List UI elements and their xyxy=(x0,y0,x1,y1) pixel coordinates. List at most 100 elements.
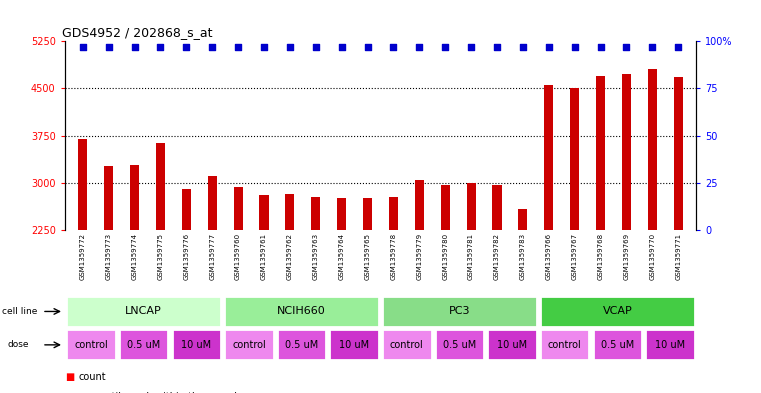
Point xyxy=(154,44,167,50)
Text: LNCAP: LNCAP xyxy=(126,307,162,316)
Text: ■: ■ xyxy=(65,372,74,382)
Text: control: control xyxy=(548,340,581,350)
Bar xyxy=(596,77,605,230)
Bar xyxy=(466,183,476,230)
Point xyxy=(387,44,400,50)
Bar xyxy=(593,329,642,360)
Text: GSM1359761: GSM1359761 xyxy=(261,233,267,280)
Text: GSM1359764: GSM1359764 xyxy=(339,233,345,280)
Point xyxy=(672,44,684,50)
Bar xyxy=(78,139,88,230)
Point xyxy=(77,44,89,50)
Text: 10 uM: 10 uM xyxy=(181,340,212,350)
Point xyxy=(232,44,244,50)
Bar xyxy=(104,166,113,230)
Bar xyxy=(363,198,372,230)
Point xyxy=(439,44,451,50)
Point xyxy=(284,44,296,50)
Text: GSM1359762: GSM1359762 xyxy=(287,233,293,280)
Text: GSM1359769: GSM1359769 xyxy=(623,233,629,280)
Text: dose: dose xyxy=(8,340,29,349)
Bar xyxy=(492,185,501,230)
Text: 10 uM: 10 uM xyxy=(497,340,527,350)
Point xyxy=(361,44,374,50)
Bar xyxy=(171,329,221,360)
Text: percentile rank within the sample: percentile rank within the sample xyxy=(78,392,244,393)
Point xyxy=(258,44,270,50)
Text: GSM1359765: GSM1359765 xyxy=(365,233,371,280)
Bar xyxy=(66,329,116,360)
Point xyxy=(103,44,115,50)
Text: GSM1359778: GSM1359778 xyxy=(390,233,396,280)
Text: count: count xyxy=(78,372,106,382)
Text: GSM1359783: GSM1359783 xyxy=(520,233,526,280)
Point xyxy=(413,44,425,50)
Text: NCIH660: NCIH660 xyxy=(277,307,326,316)
Bar xyxy=(389,196,398,230)
Bar xyxy=(518,209,527,230)
Bar xyxy=(441,185,450,230)
Bar xyxy=(382,329,431,360)
Text: VCAP: VCAP xyxy=(603,307,632,316)
Text: GSM1359773: GSM1359773 xyxy=(106,233,112,280)
Text: 10 uM: 10 uM xyxy=(655,340,685,350)
Bar xyxy=(415,180,424,230)
Bar xyxy=(540,296,695,327)
Text: ■: ■ xyxy=(65,392,74,393)
Text: control: control xyxy=(232,340,266,350)
Text: GSM1359771: GSM1359771 xyxy=(675,233,681,280)
Text: GSM1359782: GSM1359782 xyxy=(494,233,500,280)
Text: GSM1359772: GSM1359772 xyxy=(80,233,86,280)
Bar xyxy=(208,176,217,230)
Point xyxy=(129,44,141,50)
Bar xyxy=(182,189,191,230)
Point xyxy=(336,44,348,50)
Text: 0.5 uM: 0.5 uM xyxy=(600,340,634,350)
Bar xyxy=(435,329,484,360)
Text: GSM1359768: GSM1359768 xyxy=(597,233,603,280)
Bar xyxy=(540,329,590,360)
Text: GSM1359781: GSM1359781 xyxy=(468,233,474,280)
Bar xyxy=(570,88,579,230)
Bar xyxy=(156,143,165,230)
Text: GSM1359767: GSM1359767 xyxy=(572,233,578,280)
Bar xyxy=(234,187,243,230)
Bar xyxy=(544,84,553,230)
Text: cell line: cell line xyxy=(2,307,37,316)
Bar xyxy=(382,296,537,327)
Bar xyxy=(645,329,695,360)
Bar xyxy=(673,77,683,230)
Bar xyxy=(130,165,139,230)
Text: PC3: PC3 xyxy=(449,307,470,316)
Bar xyxy=(648,69,657,230)
Bar xyxy=(337,198,346,230)
Text: GSM1359763: GSM1359763 xyxy=(313,233,319,280)
Point xyxy=(206,44,218,50)
Text: GSM1359780: GSM1359780 xyxy=(442,233,448,280)
Text: 0.5 uM: 0.5 uM xyxy=(443,340,476,350)
Point xyxy=(568,44,581,50)
Bar xyxy=(622,74,631,230)
Point xyxy=(646,44,658,50)
Text: control: control xyxy=(390,340,424,350)
Text: 10 uM: 10 uM xyxy=(339,340,369,350)
Point xyxy=(491,44,503,50)
Bar xyxy=(311,196,320,230)
Text: GSM1359770: GSM1359770 xyxy=(649,233,655,280)
Point xyxy=(465,44,477,50)
Bar xyxy=(330,329,379,360)
Point xyxy=(543,44,555,50)
Text: GDS4952 / 202868_s_at: GDS4952 / 202868_s_at xyxy=(62,26,212,39)
Bar xyxy=(260,195,269,230)
Text: GSM1359774: GSM1359774 xyxy=(132,233,138,280)
Text: GSM1359776: GSM1359776 xyxy=(183,233,189,280)
Point xyxy=(620,44,632,50)
Bar xyxy=(224,329,274,360)
Text: 0.5 uM: 0.5 uM xyxy=(127,340,161,350)
Text: GSM1359775: GSM1359775 xyxy=(158,233,164,280)
Bar xyxy=(277,329,326,360)
Text: GSM1359779: GSM1359779 xyxy=(416,233,422,280)
Point xyxy=(594,44,607,50)
Bar xyxy=(119,329,168,360)
Text: GSM1359760: GSM1359760 xyxy=(235,233,241,280)
